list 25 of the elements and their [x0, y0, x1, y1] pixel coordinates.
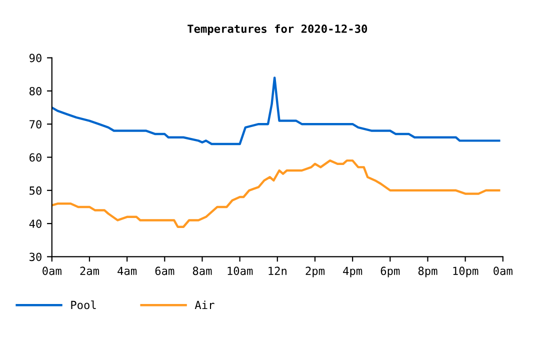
line-series — [52, 159, 500, 228]
y-tick-label: 50 — [30, 186, 42, 195]
x-tick-label: 4am — [118, 266, 137, 276]
x-tick-label: 2am — [80, 266, 99, 276]
x-tick-label: 10pm — [453, 266, 478, 278]
chart-title: Temperatures for 2020-12-30 — [188, 24, 368, 36]
y-tick-label: 60 — [30, 153, 42, 162]
y-tick-label: 90 — [29, 54, 42, 62]
y-tick-label: 30 — [30, 252, 42, 262]
x-tick-label: 8am — [192, 266, 212, 276]
x-tick-label: 6am — [155, 266, 174, 276]
x-tick-label: 8pm — [418, 266, 438, 278]
x-tick-label: 4pm — [343, 266, 362, 278]
y-tick-label: 40 — [29, 220, 42, 228]
x-tick-label: 6pm — [380, 266, 400, 278]
legend-label: Air — [194, 300, 214, 310]
x-tick-label: 10am — [228, 266, 253, 276]
legend-label: Pool — [71, 300, 96, 310]
x-tick-label: 0am — [42, 266, 62, 276]
y-tick-label: 70 — [30, 120, 42, 129]
line-series — [52, 76, 500, 146]
x-tick-label: 0am — [494, 266, 512, 276]
y-tick-label: 80 — [30, 86, 42, 96]
x-tick-label: 2pm — [306, 266, 324, 278]
x-tick-label: 12n — [268, 266, 286, 275]
